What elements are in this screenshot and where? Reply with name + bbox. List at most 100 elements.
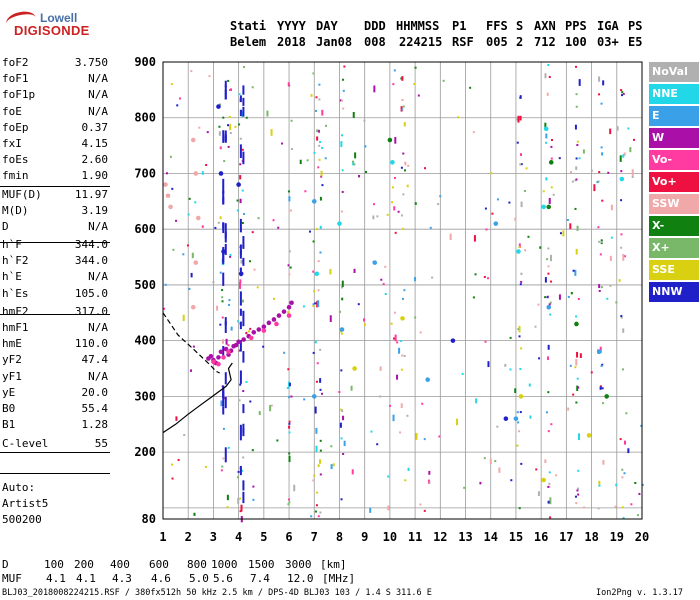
echo-dot: [204, 465, 207, 468]
param-row: hmE 110.0: [0, 336, 112, 352]
param-row: foE N/A: [0, 104, 112, 120]
data-point: [516, 249, 521, 254]
echo-dot: [391, 201, 394, 204]
echo-dot: [287, 82, 290, 87]
echo-dot: [330, 445, 333, 448]
echo-dot: [353, 163, 356, 166]
echo-dot: [288, 431, 291, 434]
echo-dot: [239, 279, 242, 284]
data-point: [503, 416, 509, 421]
echo-dot: [510, 479, 513, 482]
echo-dot: [575, 105, 578, 108]
echo-dot: [570, 291, 573, 295]
echo-dot: [239, 383, 242, 386]
data-point: [574, 321, 579, 327]
echo-dot: [332, 463, 335, 467]
header-day-value: Jan08: [316, 35, 353, 49]
param-value: 11.97: [74, 187, 108, 201]
echo-dot: [547, 64, 550, 67]
echo-dot: [316, 136, 319, 141]
echo-dot: [631, 169, 634, 176]
data-point: [226, 349, 231, 355]
data-point: [236, 339, 241, 345]
echo-dot: [341, 190, 344, 193]
echo-dot: [239, 244, 242, 255]
echo-dot: [627, 448, 630, 454]
echo-dot: [228, 116, 231, 119]
echo-dot: [394, 311, 397, 314]
echo-dot: [288, 273, 291, 276]
data-point: [372, 260, 378, 265]
echo-dot: [401, 76, 404, 81]
echo-dot: [219, 146, 222, 150]
echo-dot: [518, 325, 521, 333]
echo-dot: [401, 98, 404, 101]
echo-dot: [600, 241, 603, 244]
echo-dot: [372, 203, 375, 206]
echo-dot: [369, 507, 372, 513]
legend-item: NNE: [649, 84, 699, 104]
echo-dot: [439, 195, 442, 198]
echo-dot: [201, 225, 204, 228]
echo-dot: [242, 151, 245, 159]
echo-dot: [414, 277, 417, 282]
echo-dot: [519, 153, 522, 156]
echo-dot: [182, 314, 185, 321]
footer-muf-value: 7.4: [250, 572, 270, 585]
echo-dot: [550, 423, 553, 426]
echo-dot: [548, 482, 551, 485]
echo-dot: [320, 392, 323, 395]
echo-dot: [601, 363, 604, 366]
echo-dot: [379, 366, 382, 371]
echo-dot: [314, 302, 317, 305]
echo-dot: [227, 303, 230, 306]
echo-dot: [576, 140, 579, 143]
header-year-label: YYYY: [277, 19, 306, 33]
x-tick-label: 8: [336, 530, 343, 544]
echo-dot: [228, 299, 231, 302]
echo-dot: [474, 273, 477, 276]
echo-dot: [287, 503, 290, 506]
echo-dot: [402, 193, 405, 196]
param-row: fmin 1.90: [0, 168, 112, 184]
echo-dot: [401, 354, 404, 357]
echo-dot: [549, 301, 552, 304]
data-point: [513, 416, 519, 421]
echo-dot: [273, 297, 276, 300]
param-row: fxI 4.15: [0, 136, 112, 152]
echo-dot: [394, 231, 397, 234]
param-value: 47.4: [81, 353, 109, 367]
echo-dot: [577, 469, 580, 472]
echo-dot: [212, 281, 215, 284]
param-label: yF1: [2, 369, 22, 383]
echo-dot: [619, 438, 622, 441]
echo-dot: [527, 235, 530, 238]
echo-dot: [229, 132, 232, 135]
x-tick-label: 14: [484, 530, 498, 544]
data-point: [352, 366, 357, 371]
param-separator: [0, 473, 110, 474]
echo-dot: [319, 449, 322, 452]
echo-dot: [485, 228, 488, 231]
echo-dot: [517, 115, 520, 123]
echo-dot: [175, 416, 178, 421]
data-point: [286, 304, 292, 310]
echo-dot: [288, 420, 291, 423]
data-point: [238, 271, 244, 277]
echo-dot: [339, 330, 342, 333]
param-label: MUF(D): [2, 187, 42, 201]
echo-dot: [315, 109, 318, 112]
echo-dot: [319, 511, 322, 514]
data-point: [548, 160, 554, 165]
echo-dot: [226, 494, 229, 501]
echo-dot: [621, 476, 624, 479]
echo-dot: [575, 166, 578, 170]
echo-dot: [220, 469, 223, 472]
echo-dot: [352, 111, 355, 118]
echo-dot: [401, 297, 404, 300]
echo-dot: [163, 307, 166, 310]
echo-traces: [163, 64, 644, 523]
echo-dot: [407, 467, 410, 472]
param-label: foE: [2, 104, 22, 118]
echo-dot: [575, 248, 578, 255]
